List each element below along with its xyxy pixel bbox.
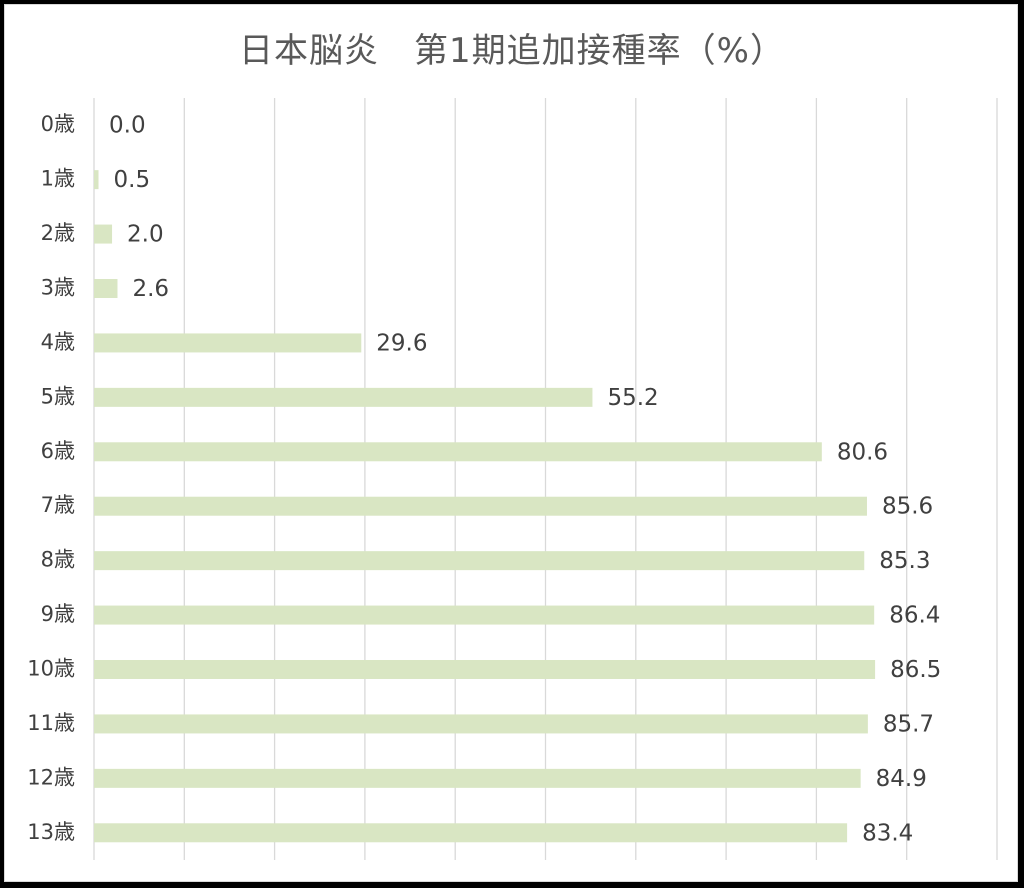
bar	[94, 387, 593, 407]
data-label: 2.6	[132, 276, 169, 302]
data-label: 0.5	[114, 167, 151, 193]
bar	[94, 333, 362, 353]
data-label: 85.6	[882, 494, 933, 520]
category-label: 2歳	[41, 221, 75, 245]
data-label: 0.0	[109, 113, 146, 139]
bar-chart: 0歳 0.0 1歳 0.5 2歳 2.0 3歳 2.6 4歳 29.6 5歳 55.2 6歳 80.6 7歳…	[27, 98, 998, 860]
data-label: 2.0	[127, 222, 164, 248]
category-label: 5歳	[41, 384, 75, 408]
bar	[94, 442, 822, 462]
chart-title: 日本脳炎 第1期追加接種率（%）	[239, 31, 785, 71]
data-label: 85.3	[879, 548, 930, 574]
bar	[94, 714, 868, 734]
bar	[94, 279, 118, 298]
chart-area: 日本脳炎 第1期追加接種率（%） 0歳 0.0 1歳 0.5 2歳 2.0 3歳 2.6 4歳 2…	[4, 4, 1018, 882]
category-label: 11歳	[27, 711, 75, 735]
category-label: 12歳	[27, 765, 75, 789]
category-label: 8歳	[41, 548, 75, 572]
bar	[94, 551, 865, 571]
bar	[94, 660, 876, 679]
category-label: 9歳	[41, 602, 75, 626]
data-label: 29.6	[376, 330, 427, 356]
category-label: 7歳	[41, 493, 75, 517]
category-label: 0歳	[41, 112, 75, 136]
bar	[94, 605, 875, 625]
data-label: 84.9	[876, 766, 927, 792]
category-label: 3歳	[41, 276, 75, 300]
data-label: 86.5	[890, 657, 941, 683]
bar	[94, 768, 861, 788]
data-label: 85.7	[883, 711, 934, 737]
category-label: 10歳	[27, 657, 75, 681]
bar	[94, 496, 867, 516]
data-label: 83.4	[862, 820, 913, 846]
data-label: 80.6	[837, 439, 888, 465]
bar	[94, 823, 848, 843]
category-label: 4歳	[41, 330, 75, 354]
data-label: 55.2	[607, 385, 658, 411]
data-label: 86.4	[889, 603, 940, 629]
category-label: 1歳	[41, 167, 75, 191]
category-label: 13歳	[27, 820, 75, 844]
category-label: 6歳	[41, 439, 75, 463]
bar	[94, 170, 99, 190]
bar	[94, 224, 113, 244]
